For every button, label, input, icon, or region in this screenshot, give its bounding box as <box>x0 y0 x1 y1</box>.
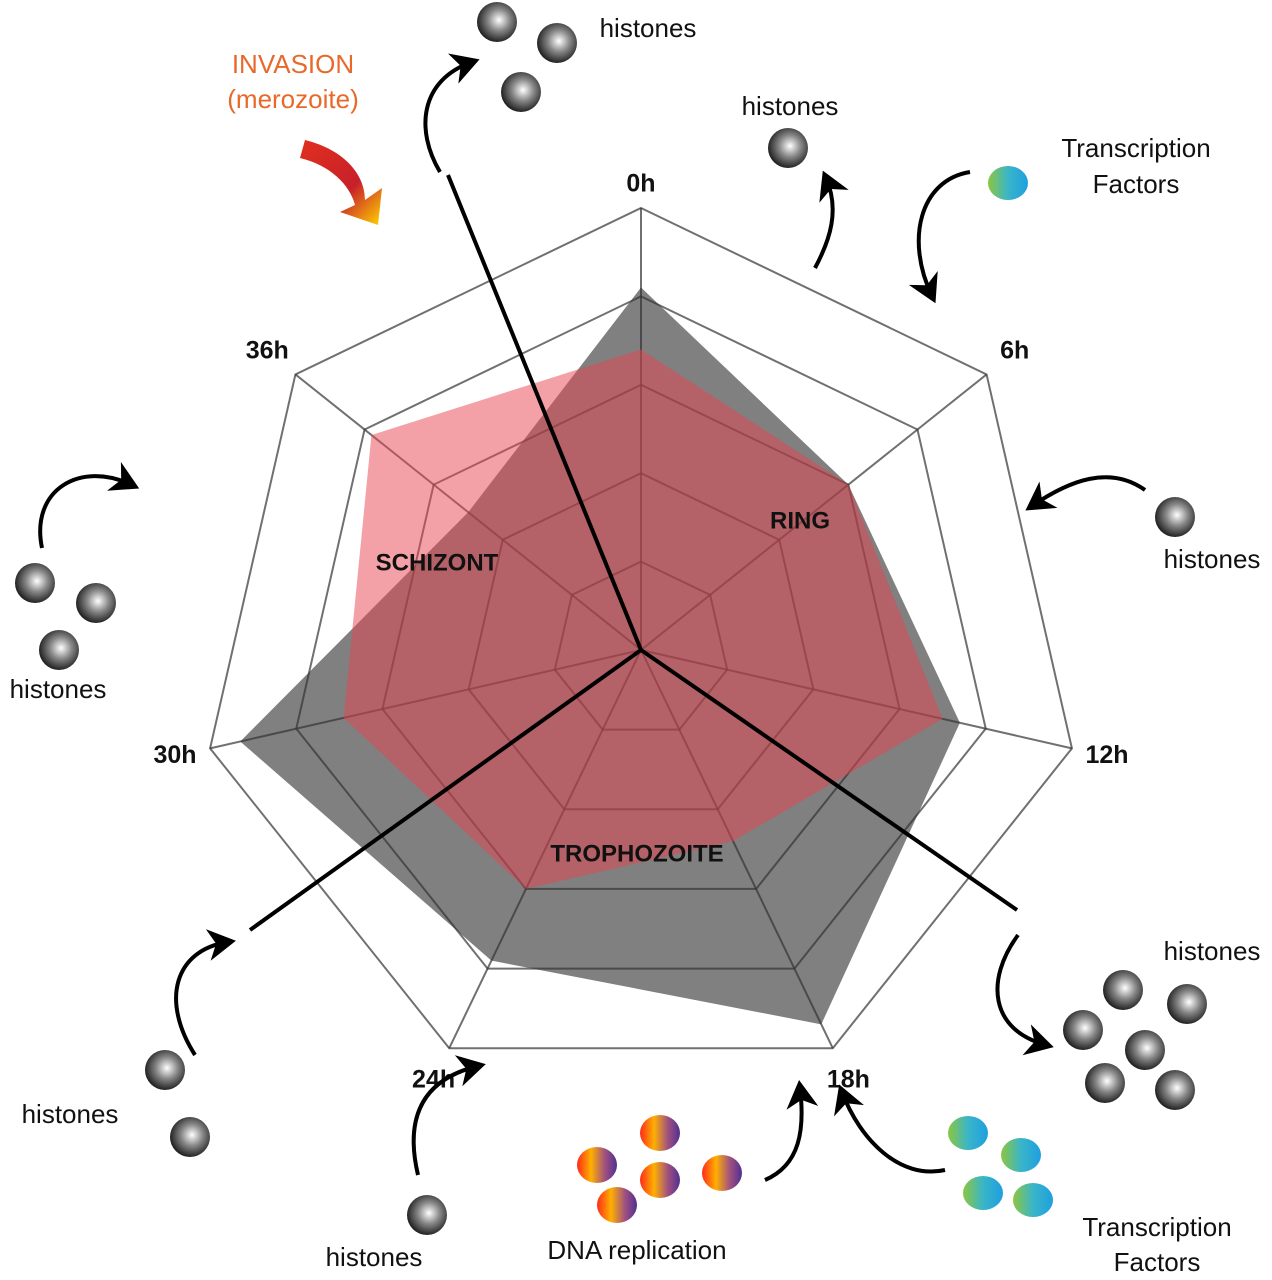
axis-label: 0h <box>626 170 655 198</box>
arrow <box>38 461 140 549</box>
invasion-label: (merozoite) <box>227 84 358 114</box>
grid-ring <box>295 295 987 970</box>
arrow <box>908 170 971 304</box>
stage-divider <box>446 174 643 651</box>
axis-label: 12h <box>1085 741 1128 769</box>
arrow <box>834 1084 946 1174</box>
histones-label: histones <box>600 13 697 43</box>
histones-label: histones <box>10 674 107 704</box>
tf-label: Factors <box>1093 169 1180 199</box>
axis-label: 30h <box>153 741 196 769</box>
histones-label: histones <box>22 1099 119 1129</box>
tf-label: Factors <box>1114 1247 1201 1277</box>
stage-divider <box>248 648 643 932</box>
arrow <box>813 170 849 269</box>
arrow <box>411 1055 486 1176</box>
histone-spheres <box>15 2 1207 1235</box>
histones-label: histones <box>742 91 839 121</box>
axis-label: 36h <box>246 337 289 365</box>
tf-label: Transcription <box>1082 1212 1231 1242</box>
invasion-label: INVASION <box>232 49 354 79</box>
histones-label: histones <box>1164 936 1261 966</box>
tf-ovals <box>948 166 1053 1217</box>
axis-label: 18h <box>827 1065 870 1093</box>
decorations <box>15 2 1207 1235</box>
dna-ovals <box>577 1115 742 1223</box>
arrow <box>995 933 1054 1056</box>
histones-label: histones <box>326 1242 423 1272</box>
stage-divider <box>639 648 1019 912</box>
dna-label: DNA replication <box>547 1235 726 1265</box>
arrow <box>423 53 480 174</box>
axis-label: 6h <box>1000 337 1029 365</box>
grid-ring <box>208 206 1074 1050</box>
arrow <box>764 1080 819 1182</box>
histones-label: histones <box>1164 544 1261 574</box>
stage-label: TROPHOZOITE <box>550 840 723 867</box>
tf-label: Transcription <box>1061 133 1210 163</box>
arrow <box>1025 475 1147 511</box>
invasion-arrow <box>300 140 382 225</box>
arrow <box>174 929 236 1057</box>
stage-label: SCHIZONT <box>376 549 499 576</box>
stage-label: RING <box>770 507 830 534</box>
